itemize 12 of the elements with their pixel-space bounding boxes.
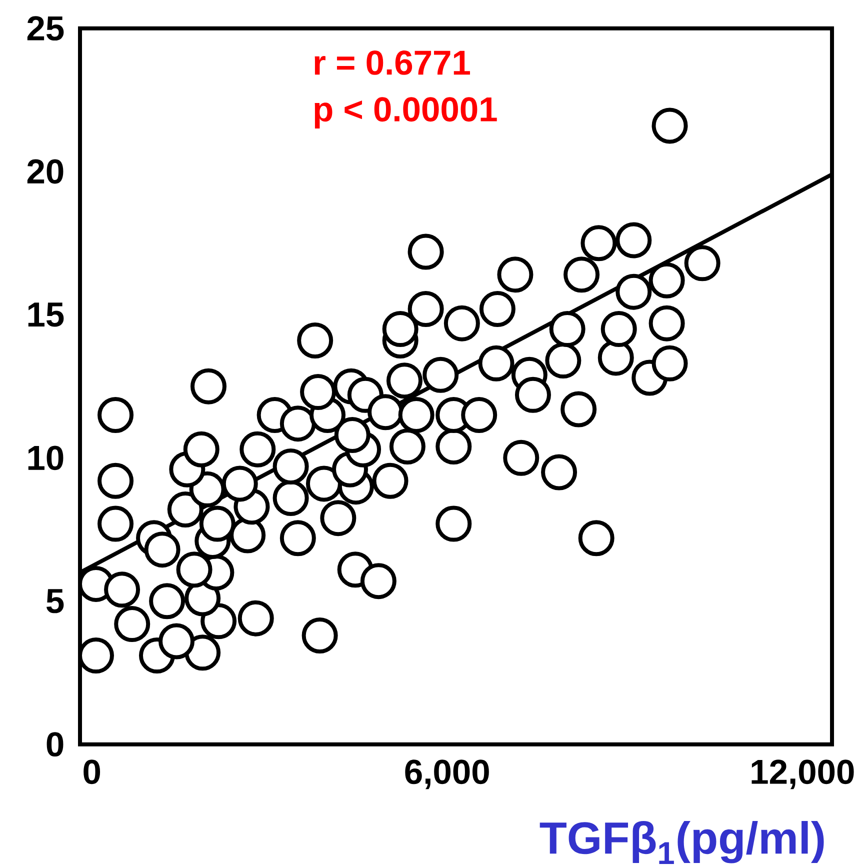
y-tick-label: 15 [28, 302, 64, 327]
y-tick-label: 20 [27, 159, 64, 184]
x-tick-label: 6,000 [405, 760, 489, 790]
x-tick-label: 12,000 [752, 760, 854, 790]
annotation: r = 0.6771 [314, 50, 470, 75]
annotation: p < 0.00001 [314, 97, 497, 128]
x-axis-title: TGFβ$_{1}$(pg/ml) [540, 820, 824, 864]
y-tick-label: 5 [46, 589, 64, 614]
y-tick-label: 10 [28, 446, 64, 470]
x-tick-label: 0 [84, 760, 100, 784]
y-tick-label: 0 [46, 732, 64, 757]
y-tick-label: 25 [27, 16, 64, 41]
